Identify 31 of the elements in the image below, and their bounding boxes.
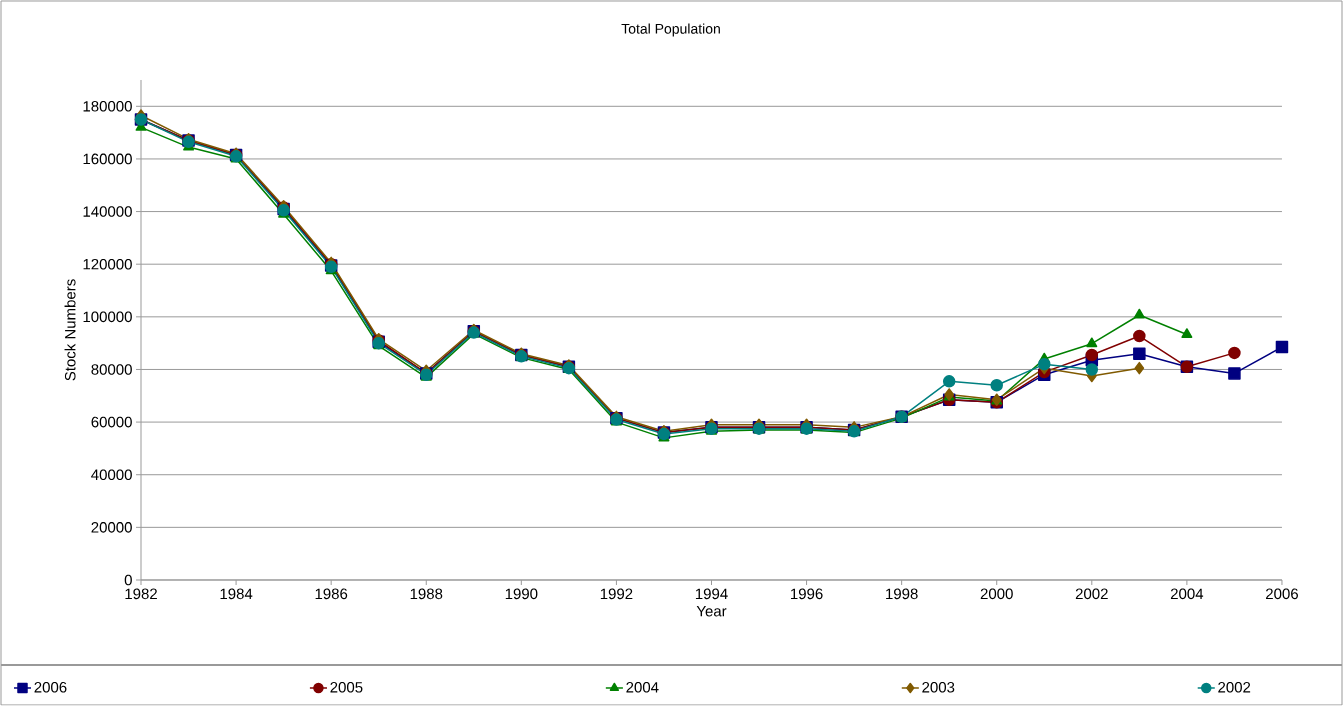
legend-label: 2005 xyxy=(330,682,363,693)
y-tick-label: 160000 xyxy=(83,153,132,165)
chart-title: Total Population xyxy=(621,23,720,37)
legend-label: 2002 xyxy=(1218,682,1251,693)
x-tick-label: 1998 xyxy=(886,588,918,600)
y-tick-label: 80000 xyxy=(91,364,132,375)
x-tick-label: 1986 xyxy=(315,588,348,600)
legend-label: 2004 xyxy=(626,682,659,693)
legend-label: 2003 xyxy=(922,682,955,693)
y-tick-label: 40000 xyxy=(91,469,132,481)
y-tick-label: 140000 xyxy=(83,206,132,217)
y-tick-label: 180000 xyxy=(83,100,132,112)
y-tick-label: 20000 xyxy=(91,522,132,533)
x-tick-label: 2002 xyxy=(1075,588,1108,600)
x-tick-label: 2004 xyxy=(1170,588,1204,600)
y-tick-label: 100000 xyxy=(83,311,132,323)
x-tick-label: 1982 xyxy=(125,588,157,600)
y-tick-label: 0 xyxy=(124,574,132,586)
x-tick-label: 1990 xyxy=(505,588,538,600)
legend-label: 2006 xyxy=(34,682,67,693)
x-tick-label: 1988 xyxy=(410,588,443,600)
x-tick-label: 1992 xyxy=(600,588,633,600)
x-tick-label: 1984 xyxy=(220,588,253,600)
x-tick-label: 2006 xyxy=(1266,588,1298,600)
x-tick-label: 2000 xyxy=(980,588,1013,600)
x-tick-label: 1996 xyxy=(791,588,823,600)
y-tick-label: 120000 xyxy=(83,258,132,270)
y-axis-title: Stock Numbers xyxy=(64,279,76,381)
y-tick-label: 60000 xyxy=(91,416,132,428)
x-tick-label: 1994 xyxy=(695,588,728,600)
x-axis-title: Year xyxy=(696,606,727,617)
